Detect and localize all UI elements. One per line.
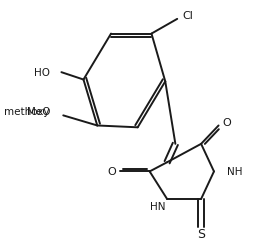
- Text: methoxy: methoxy: [4, 106, 49, 116]
- Text: HN: HN: [150, 202, 165, 211]
- Text: O: O: [107, 167, 116, 177]
- Text: HO: HO: [34, 68, 51, 78]
- Text: O: O: [222, 117, 231, 127]
- Text: NH: NH: [227, 167, 242, 177]
- Text: Cl: Cl: [183, 11, 193, 21]
- Text: MeO: MeO: [27, 106, 51, 116]
- Text: S: S: [197, 228, 205, 240]
